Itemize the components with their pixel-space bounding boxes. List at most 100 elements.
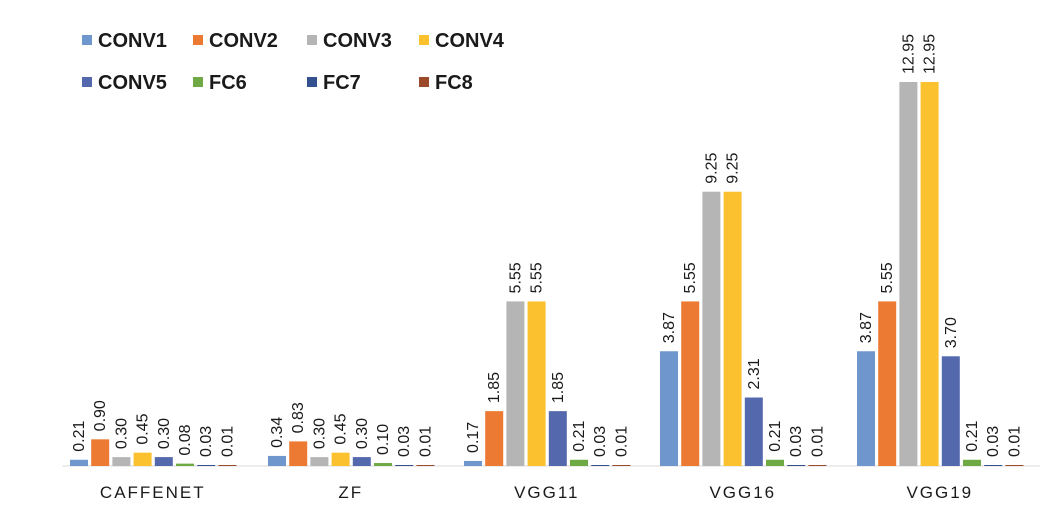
legend-swatch-conv3 [307,35,317,45]
bars [70,82,1024,466]
value-label-caffenet-conv1: 0.21 [71,421,88,452]
legend-swatch-fc8 [419,77,429,87]
legend-swatch-conv1 [82,35,92,45]
legend-swatch-conv2 [193,35,203,45]
value-label-zf-fc7: 0.03 [396,426,413,457]
value-label-vgg19-fc7: 0.03 [985,426,1002,457]
value-label-caffenet-conv5: 0.30 [156,418,173,449]
value-label-vgg11-conv3: 5.55 [507,262,524,293]
bar-vgg16-conv1 [660,351,678,466]
bar-caffenet-conv2 [91,439,110,466]
legend-swatch-conv5 [82,77,92,87]
plot-area: 0.210.900.30 0.45 0.30 0.08 0.03 0.01 0.34 0.83… [62,34,1040,502]
bar-vgg19-fc6 [963,459,981,466]
bar-vgg16-fc6 [766,459,784,466]
value-label-vgg19-conv3: 12.95 [900,34,917,74]
bar-vgg19-conv4 [920,82,939,466]
bar-vgg16-conv2 [681,301,700,466]
bar-zf-fc7 [395,465,414,466]
value-label-caffenet-conv2: 0.90 [92,400,109,431]
legend-swatch-fc7 [307,77,317,87]
value-label-vgg16-fc8: 0.01 [809,426,826,457]
bar-vgg19-fc7 [984,465,1003,466]
bar-vgg11-fc8 [612,465,631,466]
bar-caffenet-fc7 [197,465,216,466]
bar-zf-fc8 [416,465,435,466]
bar-zf-conv2 [289,441,308,466]
bar-vgg16-conv4 [723,191,742,466]
category-label-vgg19: VGG19 [906,483,973,502]
bar-zf-conv1 [268,455,286,466]
legend-label-conv4: CONV4 [435,30,505,52]
legend-label-fc6: FC6 [209,72,247,94]
legend-label-conv5: CONV5 [98,72,167,94]
value-label-caffenet-conv3: 0.30 [113,418,130,449]
value-label-vgg19-conv4: 12.95 [922,34,939,74]
value-label-vgg16-conv1: 3.87 [661,312,678,343]
legend-label-conv3: CONV3 [323,30,392,52]
bar-vgg19-fc8 [1005,465,1024,466]
value-label-zf-conv3: 0.30 [311,418,328,449]
value-label-caffenet-fc7: 0.03 [198,426,215,457]
value-label-vgg16-conv4: 9.25 [725,152,742,183]
bar-vgg11-conv5 [548,411,567,466]
value-label-vgg16-conv2: 5.55 [682,262,699,293]
category-label-vgg16: VGG16 [709,483,776,502]
bar-vgg11-conv4 [527,301,546,466]
bar-vgg16-fc8 [808,465,827,466]
bar-vgg11-fc6 [570,459,588,466]
bar-caffenet-fc8 [218,465,237,466]
bar-vgg16-conv3 [702,191,721,466]
value-label-vgg16-fc6: 0.21 [767,421,784,452]
legend-label-fc7: FC7 [323,72,361,94]
bar-vgg19-conv2 [878,301,897,466]
value-labels: 0.210.900.30 0.45 0.30 0.08 0.03 0.01 0.34 0.83… [71,34,1023,457]
bar-vgg11-conv3 [506,301,525,466]
category-label-zf: ZF [338,483,363,502]
value-label-vgg16-conv3: 9.25 [703,152,720,183]
bar-zf-conv3 [310,457,329,466]
category-labels: CAFFENET ZF VGG11 VGG16 VGG19 [100,483,973,502]
value-label-vgg11-conv1: 0.17 [465,422,482,453]
bar-vgg19-conv1 [857,351,875,466]
value-label-vgg16-conv5: 2.31 [746,358,763,389]
bar-vgg16-conv5 [744,397,763,466]
bar-zf-conv5 [352,457,371,466]
value-label-vgg11-fc7: 0.03 [592,426,609,457]
bar-vgg19-conv3 [899,82,918,466]
legend-swatch-fc6 [193,77,203,87]
value-label-vgg19-conv2: 5.55 [879,262,896,293]
value-label-vgg11-fc8: 0.01 [613,426,630,457]
value-label-caffenet-fc8: 0.01 [219,426,236,457]
bar-caffenet-fc6 [176,463,194,466]
bar-vgg11-fc7 [591,465,610,466]
value-label-vgg11-conv5: 1.85 [550,372,567,403]
value-label-caffenet-fc6: 0.08 [177,424,194,455]
value-label-zf-conv5: 0.30 [354,418,371,449]
value-label-zf-conv2: 0.83 [290,402,307,433]
bar-vgg11-conv1 [464,460,482,466]
legend-label-conv1: CONV1 [98,30,167,52]
bar-caffenet-conv1 [70,459,88,466]
value-label-vgg19-fc6: 0.21 [964,421,981,452]
legend: CONV1 CONV2 CONV3 CONV4 CONV5 FC6 FC7 FC8 [82,30,505,94]
bar-zf-fc6 [374,463,392,466]
bar-zf-conv4 [331,452,350,466]
bar-vgg11-conv2 [485,411,504,466]
category-label-vgg11: VGG11 [514,483,579,502]
bar-caffenet-conv3 [112,457,131,466]
legend-label-fc8: FC8 [435,72,473,94]
bar-vgg19-conv5 [941,356,960,466]
value-label-vgg11-conv2: 1.85 [486,372,503,403]
value-label-zf-conv4: 0.45 [333,413,350,444]
bar-caffenet-conv4 [133,452,152,466]
bar-caffenet-conv5 [154,457,173,466]
category-label-caffenet: CAFFENET [100,483,206,502]
legend-swatch-conv4 [419,35,429,45]
value-label-vgg19-conv1: 3.87 [858,312,875,343]
value-label-zf-fc8: 0.01 [417,426,434,457]
bar-vgg16-fc7 [787,465,806,466]
value-label-vgg11-fc6: 0.21 [571,421,588,452]
legend-label-conv2: CONV2 [209,30,278,52]
